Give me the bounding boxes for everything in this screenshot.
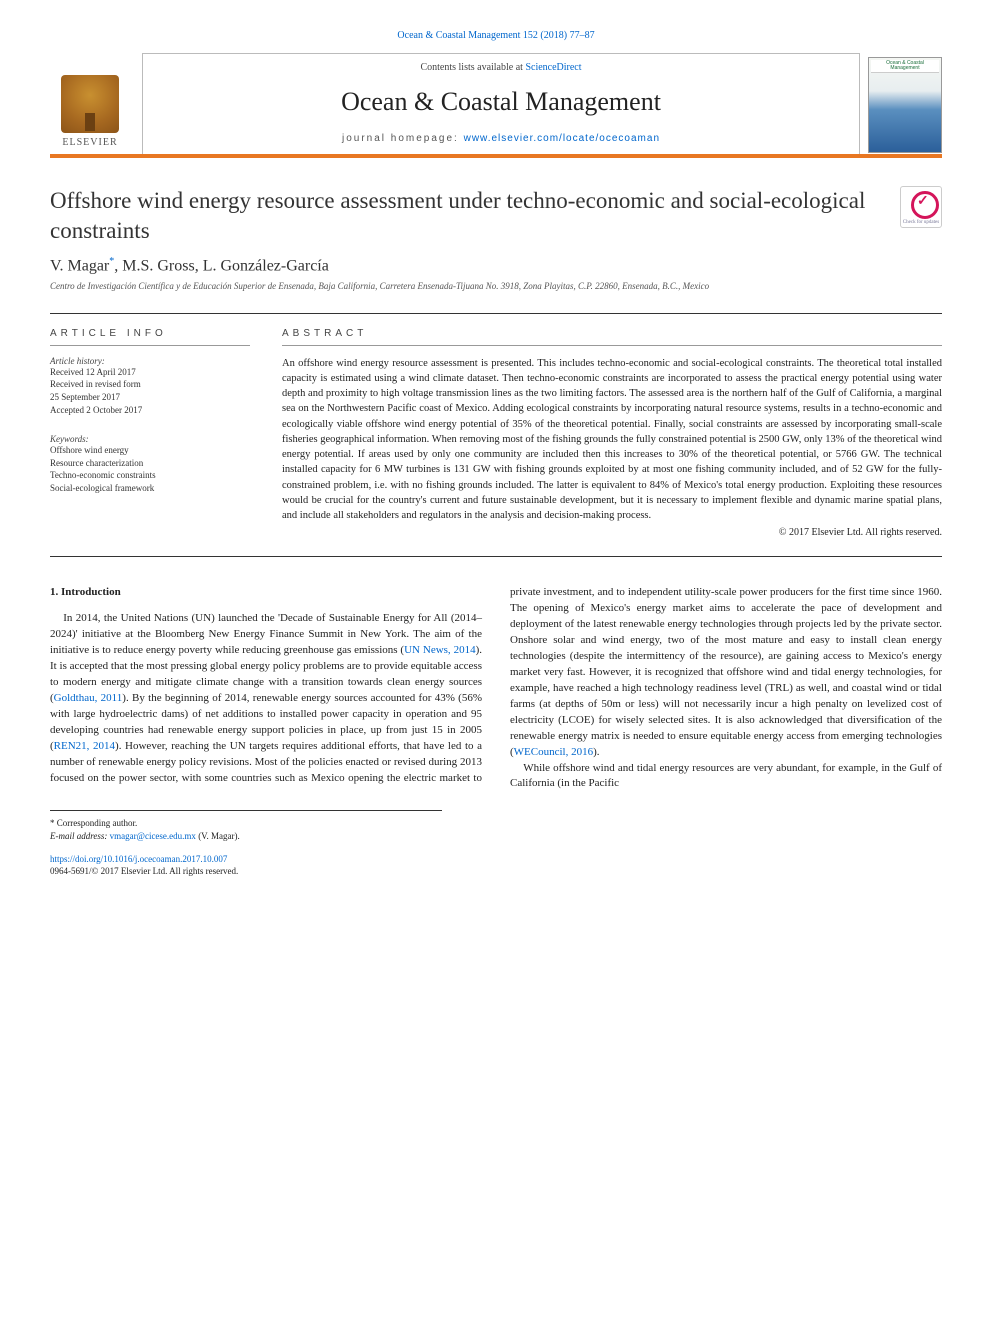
journal-header-center: Contents lists available at ScienceDirec… [142, 53, 860, 154]
journal-cover-thumbnail: Ocean & Coastal Management [868, 57, 942, 153]
keyword: Social-ecological framework [50, 482, 250, 495]
journal-reference: Ocean & Coastal Management 152 (2018) 77… [50, 30, 942, 41]
crossmark-badge-text: Check for updates [901, 220, 941, 226]
body-columns: 1. Introduction In 2014, the United Nati… [50, 585, 942, 792]
publisher-logo: ELSEVIER [50, 53, 130, 154]
elsevier-tree-icon [61, 75, 119, 133]
email-suffix: (V. Magar). [196, 831, 240, 841]
sciencedirect-link[interactable]: ScienceDirect [525, 62, 581, 73]
journal-name: Ocean & Coastal Management [155, 87, 847, 117]
homepage-label: journal homepage: [342, 133, 464, 144]
publisher-name: ELSEVIER [62, 137, 117, 148]
crossmark-badge[interactable]: Check for updates [900, 186, 942, 228]
journal-homepage-link[interactable]: www.elsevier.com/locate/ocecoaman [464, 133, 660, 144]
contents-text: Contents lists available at [420, 62, 525, 73]
doi-link[interactable]: https://doi.org/10.1016/j.ocecoaman.2017… [50, 854, 227, 864]
history-item: Received 12 April 2017 [50, 366, 250, 379]
citation-link[interactable]: Goldthau, 2011 [54, 692, 123, 704]
history-label: Article history: [50, 356, 250, 366]
keyword: Offshore wind energy [50, 444, 250, 457]
article-info-column: ARTICLE INFO Article history: Received 1… [50, 328, 250, 538]
author-1: V. Magar [50, 257, 109, 274]
abstract-column: ABSTRACT An offshore wind energy resourc… [282, 328, 942, 538]
journal-ref-link[interactable]: Ocean & Coastal Management 152 (2018) 77… [397, 30, 594, 41]
footer-corresponding: * Corresponding author. E-mail address: … [50, 810, 442, 877]
affiliation: Centro de Investigación Científica y de … [50, 281, 942, 293]
history-item: Accepted 2 October 2017 [50, 404, 250, 417]
history-item: Received in revised form [50, 378, 250, 391]
journal-header: ELSEVIER Contents lists available at Sci… [50, 53, 942, 158]
email-label: E-mail address: [50, 831, 110, 841]
abstract-copyright: © 2017 Elsevier Ltd. All rights reserved… [282, 527, 942, 538]
email-line: E-mail address: vmagar@cicese.edu.mx (V.… [50, 830, 442, 843]
authors-rest: , M.S. Gross, L. González-García [114, 257, 329, 274]
citation-link[interactable]: REN21, 2014 [54, 740, 115, 752]
body-text: ). [593, 746, 599, 758]
body-paragraph: While offshore wind and tidal energy res… [510, 761, 942, 793]
keyword: Resource characterization [50, 457, 250, 470]
history-item: 25 September 2017 [50, 391, 250, 404]
abstract-heading: ABSTRACT [282, 328, 942, 346]
email-link[interactable]: vmagar@cicese.edu.mx [110, 831, 196, 841]
issn-copyright: 0964-5691/© 2017 Elsevier Ltd. All right… [50, 865, 442, 878]
section-1-heading: 1. Introduction [50, 585, 482, 601]
journal-homepage-line: journal homepage: www.elsevier.com/locat… [155, 133, 847, 144]
authors: V. Magar*, M.S. Gross, L. González-Garcí… [50, 256, 942, 275]
citation-link[interactable]: WECouncil, 2016 [514, 746, 593, 758]
citation-link[interactable]: UN News, 2014 [404, 644, 475, 656]
abstract-text: An offshore wind energy resource assessm… [282, 356, 942, 523]
keywords-label: Keywords: [50, 434, 250, 444]
corresponding-author-label: * Corresponding author. [50, 817, 442, 830]
article-info-heading: ARTICLE INFO [50, 328, 250, 346]
cover-thumbnail-title: Ocean & Coastal Management [872, 61, 938, 71]
article-title: Offshore wind energy resource assessment… [50, 186, 888, 246]
keyword: Techno-economic constraints [50, 469, 250, 482]
contents-available-line: Contents lists available at ScienceDirec… [155, 62, 847, 73]
